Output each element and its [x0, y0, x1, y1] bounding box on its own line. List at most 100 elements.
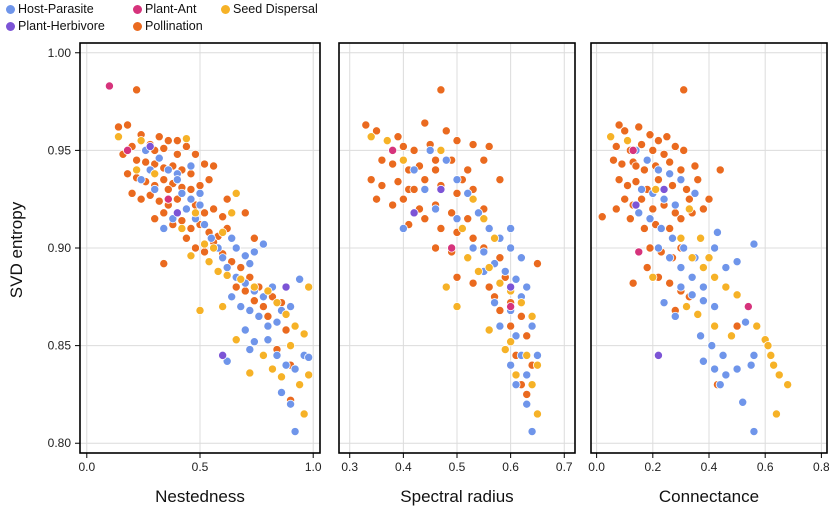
- data-point-po: [715, 165, 725, 175]
- data-point-po: [159, 208, 169, 218]
- x-tick-label: 0.4: [395, 460, 412, 474]
- data-point-hp: [222, 356, 232, 366]
- data-point-sd: [704, 253, 714, 263]
- data-point-po: [436, 85, 446, 95]
- data-point-sd: [752, 321, 762, 331]
- data-point-po: [200, 159, 210, 169]
- x-tick-label: 0.5: [449, 460, 466, 474]
- data-point-ph: [145, 141, 155, 151]
- legend-item-host-parasite: Host-Parasite: [6, 2, 94, 16]
- y-axis-title: SVD entropy: [7, 201, 26, 298]
- data-point-hp: [676, 282, 686, 292]
- data-point-po: [463, 165, 473, 175]
- data-point-sd: [606, 132, 616, 142]
- data-point-sd: [506, 337, 516, 347]
- data-point-hp: [676, 175, 686, 185]
- data-point-sd: [495, 278, 505, 288]
- legend-dot-seed-dispersal: [221, 4, 230, 14]
- data-point-po: [447, 208, 457, 218]
- data-point-hp: [222, 263, 232, 273]
- data-point-hp: [732, 257, 742, 267]
- data-point-sd: [267, 364, 277, 374]
- data-point-po: [679, 145, 689, 155]
- legend-item-plant-herbivore: Plant-Herbivore: [6, 19, 105, 33]
- data-point-sd: [218, 302, 228, 312]
- data-point-po: [195, 181, 205, 191]
- data-point-po: [186, 223, 196, 233]
- data-point-po: [159, 143, 169, 153]
- data-point-sd: [295, 380, 305, 390]
- data-point-sd: [249, 282, 259, 292]
- data-point-hp: [168, 214, 178, 224]
- data-point-po: [608, 155, 618, 165]
- data-point-hp: [653, 165, 663, 175]
- data-point-hp: [749, 350, 759, 360]
- data-point-hp: [712, 227, 722, 237]
- data-point-po: [154, 132, 164, 142]
- legend-dot-plant-ant: [133, 4, 142, 14]
- data-point-sd: [200, 239, 210, 249]
- data-point-po: [631, 161, 641, 171]
- data-point-po: [172, 149, 182, 159]
- data-point-sd: [532, 409, 542, 419]
- data-point-po: [123, 169, 133, 179]
- data-point-hp: [398, 223, 408, 233]
- x-tick-label: 0.4: [701, 460, 718, 474]
- data-point-hp: [690, 188, 700, 198]
- data-point-po: [665, 157, 675, 167]
- data-point-po: [631, 177, 641, 187]
- data-point-sd: [532, 360, 542, 370]
- data-point-hp: [698, 296, 708, 306]
- data-point-hp: [136, 175, 146, 185]
- data-point-po: [132, 155, 142, 165]
- data-point-pa: [634, 247, 644, 257]
- data-point-hp: [254, 311, 264, 321]
- data-point-hp: [468, 243, 478, 253]
- data-point-hp: [484, 223, 494, 233]
- data-point-po: [186, 184, 196, 194]
- data-point-sd: [452, 302, 462, 312]
- data-point-sd: [272, 298, 282, 308]
- data-point-hp: [295, 274, 305, 284]
- x-tick-label: 0.6: [757, 460, 774, 474]
- data-point-sd: [500, 345, 510, 355]
- data-point-sd: [774, 370, 784, 380]
- data-point-hp: [490, 298, 500, 308]
- data-point-po: [645, 130, 655, 140]
- data-point-hp: [749, 427, 759, 437]
- data-point-hp: [710, 364, 720, 374]
- data-point-sd: [398, 155, 408, 165]
- data-point-po: [377, 155, 387, 165]
- data-point-po: [377, 181, 387, 191]
- data-point-ph: [506, 282, 516, 292]
- data-point-sd: [684, 204, 694, 214]
- data-point-po: [665, 223, 675, 233]
- data-point-po: [484, 282, 494, 292]
- data-point-sd: [136, 136, 146, 146]
- data-point-sd: [436, 145, 446, 155]
- data-point-po: [639, 165, 649, 175]
- data-point-hp: [527, 427, 537, 437]
- data-point-hp: [263, 321, 273, 331]
- data-point-po: [154, 196, 164, 206]
- data-point-po: [249, 233, 259, 243]
- data-point-sd: [195, 305, 205, 315]
- data-point-po: [209, 204, 219, 214]
- data-point-hp: [452, 214, 462, 224]
- data-point-hp: [218, 253, 228, 263]
- data-point-hp: [263, 335, 273, 345]
- data-point-hp: [522, 399, 532, 409]
- data-point-sd: [468, 194, 478, 204]
- data-point-hp: [679, 243, 689, 253]
- legend-item-seed-dispersal: Seed Dispersal: [221, 2, 318, 16]
- data-point-sd: [299, 329, 309, 339]
- data-point-po: [398, 194, 408, 204]
- data-point-sd: [463, 253, 473, 263]
- data-point-sd: [651, 184, 661, 194]
- data-point-sd: [382, 136, 392, 146]
- data-point-hp: [637, 184, 647, 194]
- x-tick-label: 0.3: [341, 460, 358, 474]
- data-point-hp: [290, 364, 300, 374]
- data-point-po: [372, 194, 382, 204]
- data-point-hp: [473, 208, 483, 218]
